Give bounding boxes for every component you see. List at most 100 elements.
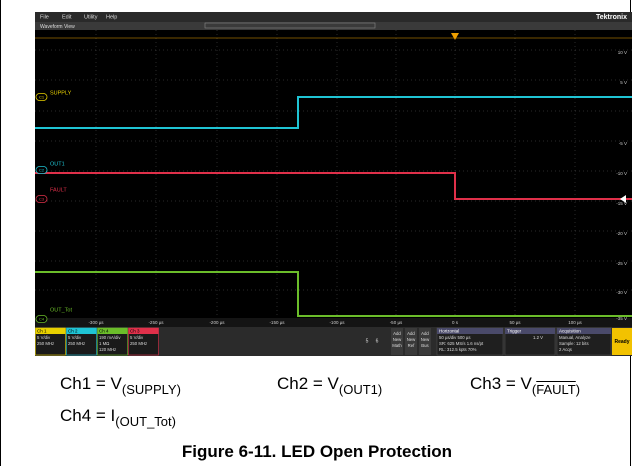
menu-item: Utility bbox=[84, 14, 98, 20]
trigger-marker bbox=[451, 33, 459, 40]
channel-box-name: Ch 4 bbox=[99, 328, 109, 333]
caption-sub: (SUPPLY) bbox=[121, 382, 181, 397]
ch1-trace bbox=[35, 96, 632, 129]
add-button-text: Bus bbox=[421, 343, 428, 348]
x-axis-label: -200 µs bbox=[209, 320, 225, 325]
ready-button bbox=[612, 328, 632, 355]
add-button-text: Add bbox=[421, 331, 429, 336]
horizontal-title: Horizontal bbox=[439, 328, 459, 333]
channel-marker bbox=[35, 315, 48, 323]
channel-box-line: 190 mA/div bbox=[99, 335, 121, 340]
y-axis-label: -35 V bbox=[616, 316, 627, 321]
channel-label: FAULT bbox=[50, 187, 67, 193]
y-axis-label: -30 V bbox=[616, 290, 627, 295]
channel-marker bbox=[35, 166, 48, 174]
channel-label: OUT_Tot bbox=[50, 307, 72, 313]
channel-box-name: Ch 1 bbox=[37, 328, 47, 333]
paren: ( bbox=[531, 382, 537, 397]
channel-marker-text: C2 bbox=[39, 167, 45, 172]
caption-prefix: Ch3 = V bbox=[470, 374, 532, 393]
add-button-text: New bbox=[421, 337, 430, 342]
caption-prefix: Ch2 = V bbox=[277, 374, 339, 393]
caption-prefix: Ch4 = I bbox=[60, 406, 116, 425]
add-button-text: Math bbox=[392, 343, 402, 348]
channel-label: OUT1 bbox=[50, 161, 65, 167]
channel-box-line: 120 MHz bbox=[99, 347, 116, 352]
menu-item: File bbox=[40, 14, 49, 20]
channel-box-header bbox=[66, 328, 97, 334]
brand: Tektronix bbox=[596, 14, 627, 21]
view-title: Waveform View bbox=[40, 24, 75, 30]
trigger-header bbox=[505, 328, 555, 334]
acquisition-line: Sample: 12 bits bbox=[559, 341, 589, 346]
y-axis-label: 10 V bbox=[618, 50, 627, 55]
channel-box-name: Ch 2 bbox=[68, 328, 78, 333]
channel-marker bbox=[35, 93, 48, 101]
x-axis-label: -100 µs bbox=[329, 320, 345, 325]
menu-item: Edit bbox=[62, 14, 72, 20]
x-axis-label: -50 µs bbox=[390, 320, 403, 325]
horizontal-line: SR: 625 MS/s 1.6 ns/pt bbox=[439, 341, 484, 346]
channel-box-line: 1 MΩ bbox=[99, 341, 110, 346]
x-axis-label: 100 µs bbox=[568, 320, 582, 325]
acquisition-header bbox=[557, 328, 611, 334]
scope-screenshot: Tektronix Waveform View File Edit Utility H… bbox=[35, 12, 632, 356]
trigger-title: Trigger bbox=[507, 328, 522, 333]
channel-marker bbox=[35, 195, 48, 203]
ch4-trace bbox=[35, 271, 632, 317]
slot-button: 5 bbox=[366, 338, 369, 344]
caption: Ch1 = V(SUPPLY) bbox=[60, 374, 181, 397]
y-axis-label: -10 V bbox=[616, 171, 627, 176]
y-axis-label: -20 V bbox=[616, 231, 627, 236]
x-axis-label: -250 µs bbox=[148, 320, 164, 325]
paren: ) bbox=[575, 382, 581, 397]
horizontal-line: RL: 312.5 kpts 70% bbox=[439, 347, 477, 352]
acquisition-title: Acquisition bbox=[559, 328, 581, 333]
ready-text: Ready bbox=[614, 339, 629, 345]
add-button-text: Add bbox=[407, 331, 415, 336]
channel-marker-text: C3 bbox=[39, 196, 45, 201]
channel-marker-text: C1 bbox=[39, 94, 45, 99]
x-axis-label: 0 s bbox=[452, 320, 459, 325]
y-axis-label: -5 V bbox=[619, 141, 627, 146]
caption: Ch2 = V(OUT1) bbox=[277, 374, 382, 397]
add-button-text: Add bbox=[393, 331, 401, 336]
trigger-line: 1.2 V bbox=[533, 335, 543, 340]
x-axis-label: 50 µs bbox=[509, 320, 521, 325]
add-button-text: Ref bbox=[408, 343, 415, 348]
view-bar bbox=[35, 22, 632, 30]
caption: Ch3 = V(FAULT) bbox=[470, 374, 580, 397]
overview-window bbox=[204, 22, 376, 29]
caption-sub: (FAULT) bbox=[532, 382, 580, 397]
ch3-level-arrow bbox=[620, 195, 626, 203]
channel-box-line: 5 V/div bbox=[68, 335, 82, 340]
figure-title: Figure 6-11. LED Open Protection bbox=[181, 442, 453, 461]
ch3-trace bbox=[35, 172, 632, 200]
horizontal-line: 50 µs/div 500 µs bbox=[439, 335, 470, 340]
channel-box-header bbox=[35, 328, 66, 334]
x-axis-label: -300 µs bbox=[88, 320, 104, 325]
channel-marker-text: C4 bbox=[39, 316, 45, 321]
channel-box-line: 5 V/div bbox=[130, 335, 144, 340]
channel-box-line: 250 MHz bbox=[130, 341, 147, 346]
channel-box-header bbox=[128, 328, 159, 334]
caption-sub: (OUT_Tot) bbox=[115, 414, 176, 429]
caption: Ch4 = I(OUT_Tot) bbox=[60, 406, 176, 429]
y-axis-label: 5 V bbox=[620, 80, 627, 85]
channel-box-name: Ch 3 bbox=[130, 328, 140, 333]
menu-bar bbox=[35, 12, 632, 22]
add-button-text: New bbox=[393, 337, 402, 342]
channel-box-line: 250 MHz bbox=[37, 341, 54, 346]
acquisition-line: Manual, Analyze bbox=[559, 335, 591, 340]
channel-box-header bbox=[97, 328, 128, 334]
x-axis-label: -150 µs bbox=[269, 320, 285, 325]
caption-sub: (OUT1) bbox=[338, 382, 383, 397]
horizontal-header bbox=[437, 328, 503, 334]
add-button bbox=[405, 328, 417, 355]
y-axis-label: -15 V bbox=[616, 201, 627, 206]
channel-box-line: 250 MHz bbox=[68, 341, 85, 346]
add-button bbox=[391, 328, 403, 355]
add-button bbox=[419, 328, 431, 355]
slot-button: 6 bbox=[376, 338, 379, 344]
channel-box-line: 5 V/div bbox=[37, 335, 51, 340]
